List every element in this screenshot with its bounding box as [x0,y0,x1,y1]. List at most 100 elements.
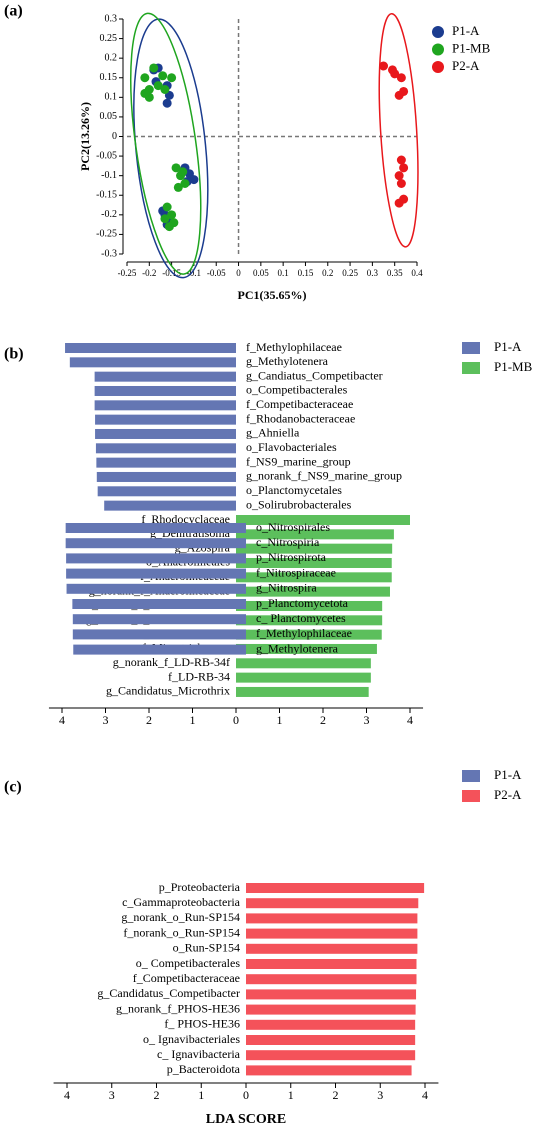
bar-label: o_Nitrospirales [256,520,330,534]
bar-label: g_Candiatus_Competibacter [246,368,383,382]
x-tick-label: 2 [154,1088,160,1102]
legend-swatch [462,790,480,802]
bar-label: g_Nitrospira [256,581,317,595]
bar [236,572,392,583]
bar-label: g_norank_f_LD-RB-34f [113,655,230,669]
point [149,63,159,73]
point [394,198,404,208]
bar-label: c_Nitrospiria [256,535,320,549]
panel-label: (c) [4,779,22,796]
bar-label: o_Planctomycetales [246,483,342,497]
bar [236,557,392,568]
legend-label: P2-A [452,58,480,73]
bar [95,428,236,439]
bar-label: o_ Ignavibacteriales [143,1032,240,1046]
y-axis-title: PC2(13.26%) [78,102,92,171]
y-tick-label: -0.25 [96,229,117,240]
bar-label: f_NS9_marine_group [246,454,351,468]
point [140,73,150,83]
point [394,90,404,100]
bar [66,553,246,564]
bar [72,629,246,640]
y-tick-label: -0.15 [96,190,117,201]
bar-label: g_Methylotenera [246,354,329,368]
y-tick-label: 0.3 [105,13,118,24]
bar [69,357,236,368]
x-tick-label: 0 [233,713,239,727]
bar-label: g_norank_o_Run-SP154 [121,910,240,924]
legend-label: P1-MB [494,359,533,374]
bar-label: o_Solirubrobacterales [246,497,352,511]
x-tick-label: 1 [190,713,196,727]
bar [236,529,394,540]
bar [246,898,419,909]
x-tick-label: 3 [364,713,370,727]
confidence-ellipse [130,12,202,275]
x-tick-label: 0 [243,1088,249,1102]
x-tick-label: 1 [277,713,283,727]
bar-label: f_Rhodocyclaceae [141,512,230,526]
x-tick-label: 0.35 [387,268,403,278]
bar [72,614,246,625]
x-tick-label: 3 [377,1088,383,1102]
legend-label: P1-MB [452,40,491,55]
bar [236,615,383,626]
bar-label: g_Candidatus_Competibacter [97,986,240,1000]
y-tick-label: 0.2 [105,52,118,63]
bar [236,515,410,525]
bar [72,599,247,609]
y-tick-label: 0.05 [100,111,118,122]
y-tick-label: -0.2 [101,209,117,220]
legend-label: P1-A [452,23,480,38]
x-tick-label: 4 [64,1088,70,1102]
bar [96,471,236,482]
x-tick-label: 0.2 [322,268,333,278]
bar [73,644,246,655]
x-tick-label: 2 [333,1088,339,1102]
x-tick-label: 0.15 [298,268,314,278]
point [160,85,170,94]
bar-label: o_Flavobacteriales [246,440,337,454]
legend-marker [432,43,444,56]
bar [65,343,236,353]
bar [246,913,418,924]
bar [246,883,425,893]
x-tick-label: 0.1 [278,268,289,278]
legend-marker [432,26,444,38]
point [164,222,174,232]
x-tick-label: 3 [103,713,109,727]
bar-label: g_Methylotenera [256,641,339,655]
bar-label: c_ Ignavibacteria [157,1047,241,1061]
bar [96,457,237,468]
bar-label: c_ Planctomycetes [256,611,346,625]
x-tick-label: 0.4 [411,268,423,278]
bar [246,928,418,939]
legend-label: P2-A [494,787,522,802]
bar-label: f_ PHOS-HE36 [164,1017,240,1031]
x-tick-label: 2 [146,713,152,727]
panel-label: (b) [4,346,24,363]
x-tick-label: 4 [59,713,65,727]
bar-label: f_Nitrospiraceae [256,565,336,579]
legend-swatch [462,770,480,782]
bar-label: p_Planctomycetota [256,596,349,610]
bar-label: f_LD-RB-34 [168,669,230,683]
x-axis-title: PC1(35.65%) [238,288,307,302]
bar-label: f_Competibacteraceae [133,971,240,985]
bar [246,1065,412,1076]
legend-marker [432,61,444,73]
bar [246,1004,416,1015]
point [396,73,406,83]
point [140,88,150,98]
bar-label: f_norank_o_Run-SP154 [123,925,240,939]
bar [97,486,236,497]
point [160,214,170,224]
x-tick-label: 0 [236,268,241,278]
y-tick-label: -0.3 [101,248,117,259]
point [379,61,389,71]
bar-label: f_Competibacteraceae [246,397,353,411]
bar [66,583,247,594]
bar-label: g_norank_f_NS9_marine_group [246,469,402,483]
